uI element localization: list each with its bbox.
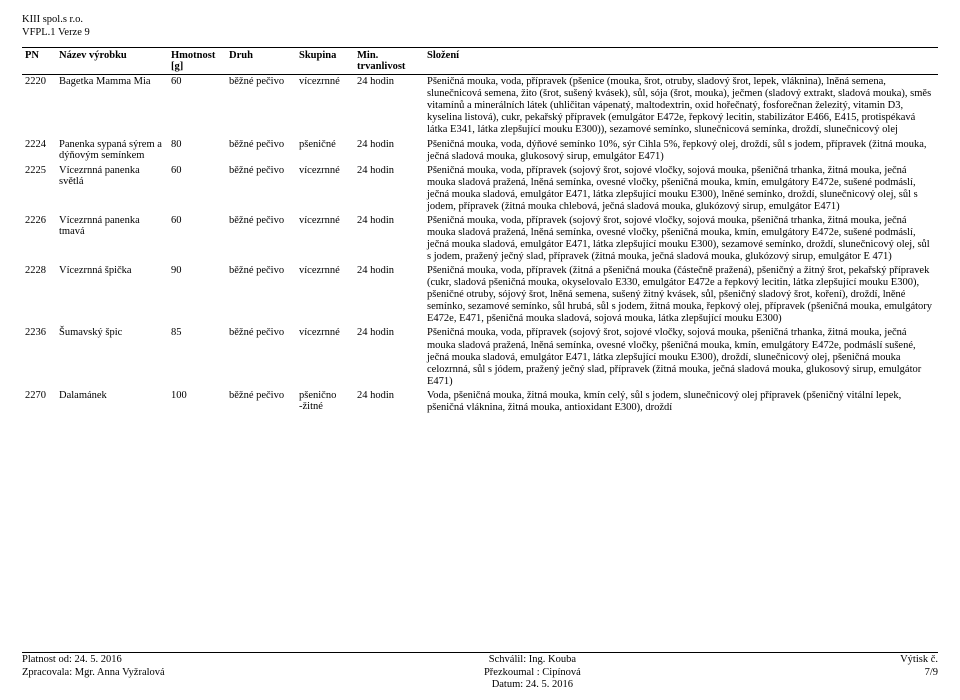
table-row: 2226Vícezrnná panenka tmavá60běžné pečiv… bbox=[22, 214, 938, 264]
table-row: 2224Panenka sypaná sýrem a dýňovým semín… bbox=[22, 138, 938, 164]
col-shelf: Min. trvanlivost bbox=[354, 48, 424, 75]
cell-kind: běžné pečivo bbox=[226, 138, 296, 164]
footer-date: Datum: 24. 5. 2016 bbox=[484, 679, 581, 692]
page-footer: Platnost od: 24. 5. 2016 Zpracovala: Mgr… bbox=[22, 652, 938, 692]
cell-kind: běžné pečivo bbox=[226, 264, 296, 326]
col-composition: Složení bbox=[424, 48, 938, 75]
cell-pn: 2270 bbox=[22, 389, 56, 415]
cell-shelf: 24 hodin bbox=[354, 326, 424, 388]
cell-pn: 2224 bbox=[22, 138, 56, 164]
cell-weight: 80 bbox=[168, 138, 226, 164]
table-row: 2236Šumavský špic85běžné pečivovícezrnné… bbox=[22, 326, 938, 388]
cell-group: vícezrnné bbox=[296, 164, 354, 214]
footer-author: Zpracovala: Mgr. Anna Vyžralová bbox=[22, 667, 165, 680]
cell-shelf: 24 hodin bbox=[354, 214, 424, 264]
footer-reviewed: Přezkoumal : Cipínová bbox=[484, 667, 581, 680]
cell-pn: 2220 bbox=[22, 75, 56, 138]
cell-name: Vícezrnná panenka světlá bbox=[56, 164, 168, 214]
cell-name: Bagetka Mamma Mia bbox=[56, 75, 168, 138]
product-table: PN Název výrobku Hmotnost [g] Druh Skupi… bbox=[22, 47, 938, 415]
cell-name: Dalamánek bbox=[56, 389, 168, 415]
cell-kind: běžné pečivo bbox=[226, 75, 296, 138]
cell-weight: 60 bbox=[168, 164, 226, 214]
col-group: Skupina bbox=[296, 48, 354, 75]
cell-shelf: 24 hodin bbox=[354, 164, 424, 214]
cell-name: Šumavský špic bbox=[56, 326, 168, 388]
cell-pn: 2228 bbox=[22, 264, 56, 326]
table-row: 2225Vícezrnná panenka světlá60běžné peči… bbox=[22, 164, 938, 214]
cell-kind: běžné pečivo bbox=[226, 214, 296, 264]
cell-weight: 60 bbox=[168, 75, 226, 138]
cell-name: Panenka sypaná sýrem a dýňovým semínkem bbox=[56, 138, 168, 164]
cell-kind: běžné pečivo bbox=[226, 389, 296, 415]
company-name: KIII spol.s r.o. bbox=[22, 14, 938, 27]
cell-pn: 2226 bbox=[22, 214, 56, 264]
table-row: 2220Bagetka Mamma Mia60běžné pečivovícez… bbox=[22, 75, 938, 138]
footer-left: Platnost od: 24. 5. 2016 Zpracovala: Mgr… bbox=[22, 654, 165, 692]
cell-weight: 100 bbox=[168, 389, 226, 415]
cell-group: vícezrnné bbox=[296, 326, 354, 388]
cell-weight: 90 bbox=[168, 264, 226, 326]
footer-center: Schválil: Ing. Kouba Přezkoumal : Cipíno… bbox=[484, 654, 581, 692]
cell-group: vícezrnné bbox=[296, 264, 354, 326]
col-pn: PN bbox=[22, 48, 56, 75]
cell-name: Vícezrnná panenka tmavá bbox=[56, 214, 168, 264]
cell-comp: Pšeničná mouka, voda, přípravek (sojový … bbox=[424, 326, 938, 388]
footer-validity: Platnost od: 24. 5. 2016 bbox=[22, 654, 165, 667]
cell-shelf: 24 hodin bbox=[354, 138, 424, 164]
table-header-row: PN Název výrobku Hmotnost [g] Druh Skupi… bbox=[22, 48, 938, 75]
cell-weight: 85 bbox=[168, 326, 226, 388]
footer-right: Výtisk č. 7/9 bbox=[900, 654, 938, 692]
col-weight: Hmotnost [g] bbox=[168, 48, 226, 75]
cell-group: vícezrnné bbox=[296, 75, 354, 138]
footer-page: 7/9 bbox=[900, 667, 938, 680]
cell-comp: Pšeničná mouka, voda, dýňové semínko 10%… bbox=[424, 138, 938, 164]
table-row: 2228Vícezrnná špička90běžné pečivovícezr… bbox=[22, 264, 938, 326]
doc-version: VFPL.1 Verze 9 bbox=[22, 27, 938, 40]
cell-comp: Pšeničná mouka, voda, přípravek (žitná a… bbox=[424, 264, 938, 326]
cell-pn: 2225 bbox=[22, 164, 56, 214]
cell-group: vícezrnné bbox=[296, 214, 354, 264]
col-name: Název výrobku bbox=[56, 48, 168, 75]
cell-shelf: 24 hodin bbox=[354, 389, 424, 415]
cell-comp: Pšeničná mouka, voda, přípravek (sojový … bbox=[424, 214, 938, 264]
cell-pn: 2236 bbox=[22, 326, 56, 388]
cell-group: pšeničné bbox=[296, 138, 354, 164]
cell-kind: běžné pečivo bbox=[226, 326, 296, 388]
cell-name: Vícezrnná špička bbox=[56, 264, 168, 326]
cell-group: pšenično -žitné bbox=[296, 389, 354, 415]
cell-weight: 60 bbox=[168, 214, 226, 264]
cell-comp: Voda, pšeničná mouka, žitná mouka, kmín … bbox=[424, 389, 938, 415]
doc-header: KIII spol.s r.o. VFPL.1 Verze 9 bbox=[22, 14, 938, 39]
cell-comp: Pšeničná mouka, voda, přípravek (pšenice… bbox=[424, 75, 938, 138]
footer-issue: Výtisk č. bbox=[900, 654, 938, 667]
table-row: 2270Dalamánek100běžné pečivopšenično -ži… bbox=[22, 389, 938, 415]
col-kind: Druh bbox=[226, 48, 296, 75]
cell-shelf: 24 hodin bbox=[354, 264, 424, 326]
footer-approved: Schválil: Ing. Kouba bbox=[484, 654, 581, 667]
cell-kind: běžné pečivo bbox=[226, 164, 296, 214]
cell-shelf: 24 hodin bbox=[354, 75, 424, 138]
cell-comp: Pšeničná mouka, voda, přípravek (sojový … bbox=[424, 164, 938, 214]
